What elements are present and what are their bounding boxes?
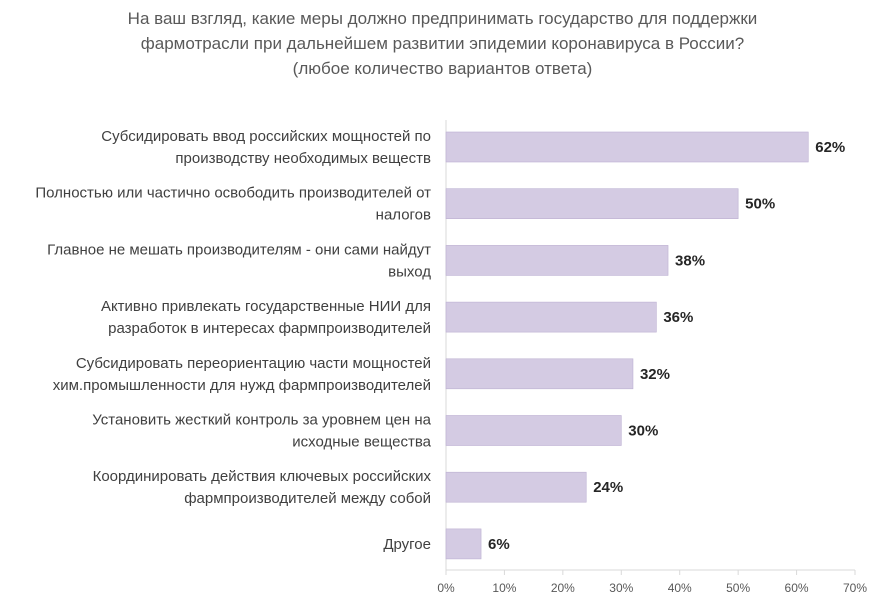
bar	[445, 528, 482, 560]
x-tick-label: 40%	[668, 581, 692, 595]
category-label: Полностью или частично освободить произв…	[35, 185, 431, 202]
category-label: производству необходимых веществ	[175, 150, 431, 167]
chart-title-line-3: (любое количество вариантов ответа)	[292, 59, 593, 78]
category-label: Субсидировать переориентацию части мощно…	[76, 355, 431, 372]
value-label: 62%	[815, 139, 845, 156]
category-label: Активно привлекать государственные НИИ д…	[101, 298, 431, 315]
bar	[445, 245, 669, 276]
bar	[445, 131, 809, 163]
category-label: выход	[388, 263, 431, 280]
category-label: Субсидировать ввод российских мощностей …	[101, 128, 431, 145]
x-tick-label: 50%	[726, 581, 750, 595]
x-tick-label: 20%	[551, 581, 575, 595]
x-tick-label: 10%	[492, 581, 516, 595]
category-label: хим.промышленности для нужд фармпроизвод…	[53, 377, 431, 394]
x-tick-label: 0%	[437, 581, 455, 595]
category-label: фармпроизводителей между собой	[184, 490, 431, 507]
category-label: Установить жесткий контроль за уровнем ц…	[92, 412, 431, 429]
value-label: 30%	[628, 423, 658, 440]
bar	[445, 358, 634, 390]
x-tick-label: 70%	[843, 581, 867, 595]
value-label: 36%	[663, 309, 693, 326]
bar	[445, 188, 739, 219]
bar	[445, 301, 657, 333]
chart-title-line-1: На ваш взгляд, какие меры должно предпри…	[127, 9, 758, 28]
category-label: Другое	[383, 536, 431, 553]
category-label: исходные вещества	[292, 434, 431, 451]
value-label: 38%	[675, 252, 705, 269]
value-label: 6%	[488, 536, 510, 553]
category-label: Координировать действия ключевых российс…	[93, 468, 432, 485]
value-label: 50%	[745, 196, 775, 213]
category-label: налогов	[376, 207, 431, 224]
chart-title: На ваш взгляд, какие меры должно предпри…	[0, 6, 885, 81]
chart-title-line-2: фармотрасли при дальнейшем развитии эпид…	[140, 34, 745, 53]
x-tick-label: 60%	[785, 581, 809, 595]
category-label: разработок в интересах фармпроизводителе…	[108, 320, 431, 337]
bar	[445, 471, 587, 503]
value-label: 24%	[593, 479, 623, 496]
category-label: Главное не мешать производителям - они с…	[47, 241, 431, 258]
x-tick-label: 30%	[609, 581, 633, 595]
bar	[445, 415, 622, 446]
value-label: 32%	[640, 366, 670, 383]
